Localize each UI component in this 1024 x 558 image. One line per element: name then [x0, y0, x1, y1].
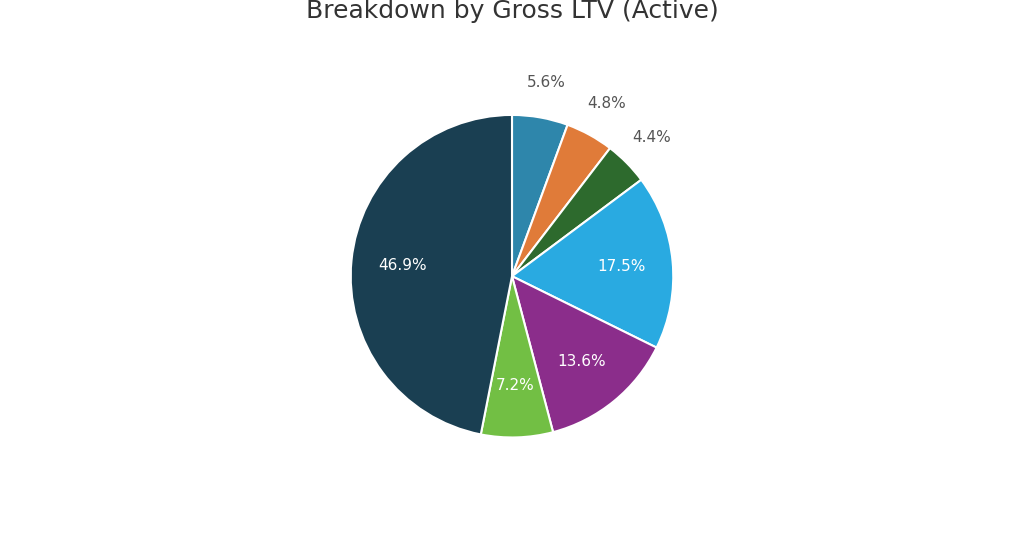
- Wedge shape: [481, 276, 553, 437]
- Wedge shape: [512, 180, 673, 348]
- Wedge shape: [512, 125, 610, 276]
- Wedge shape: [512, 276, 656, 432]
- Text: 7.2%: 7.2%: [496, 378, 535, 393]
- Text: 17.5%: 17.5%: [597, 259, 645, 274]
- Wedge shape: [512, 115, 567, 276]
- Text: 5.6%: 5.6%: [527, 75, 566, 90]
- Text: 13.6%: 13.6%: [557, 354, 605, 369]
- Title: Breakdown by Gross LTV (Active): Breakdown by Gross LTV (Active): [305, 0, 719, 23]
- Wedge shape: [351, 115, 512, 435]
- Text: 4.4%: 4.4%: [633, 131, 672, 146]
- Wedge shape: [512, 148, 641, 276]
- Text: 4.8%: 4.8%: [588, 97, 626, 111]
- Text: 46.9%: 46.9%: [379, 258, 427, 273]
